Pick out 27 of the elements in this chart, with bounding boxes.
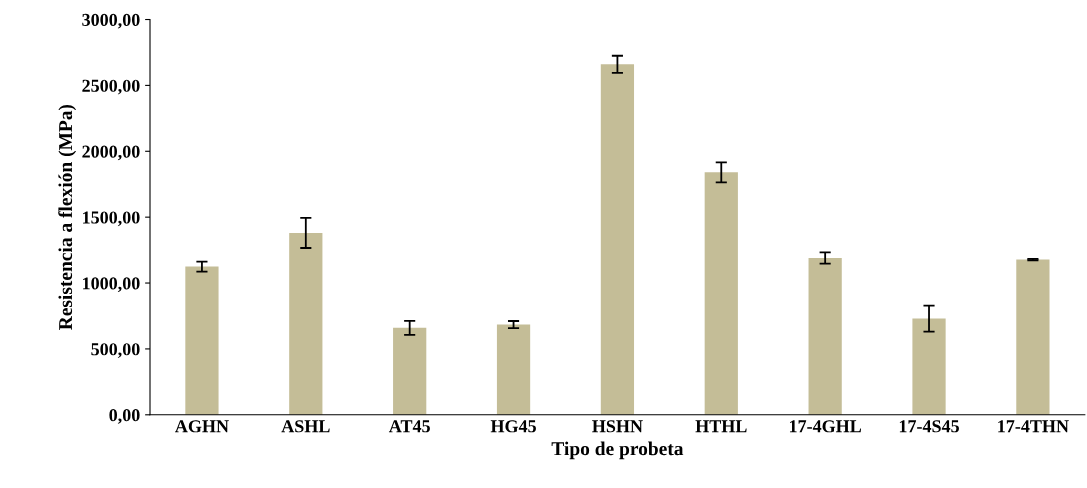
- bar: [393, 327, 427, 415]
- bar: [1016, 259, 1050, 415]
- x-tick-label: 17-4GHL: [789, 420, 862, 433]
- x-tick-label: AT45: [388, 420, 430, 433]
- x-tick-label: HTHL: [695, 420, 747, 433]
- x-tick-label: AGHN: [175, 420, 229, 433]
- y-tick-label: 1000,00: [83, 277, 140, 293]
- y-tick-label: 0,00: [109, 409, 140, 424]
- y-tick-label: 2000,00: [82, 145, 140, 161]
- x-tick-label: HSHN: [592, 420, 643, 433]
- x-tick-label: HG45: [490, 420, 536, 433]
- bar: [289, 232, 323, 415]
- bar: [704, 172, 738, 415]
- bar: [185, 266, 219, 415]
- x-tick-label: 17-4THN: [998, 420, 1069, 433]
- bar: [808, 258, 842, 415]
- bar: [496, 324, 531, 415]
- x-axis-title: Tipo de probeta: [551, 441, 684, 460]
- y-axis-title: Resistencia a flexión (MPa): [58, 104, 77, 330]
- y-tick-label: 500,00: [91, 343, 140, 358]
- y-tick-label: 1500,00: [83, 211, 140, 227]
- y-tick-label: 2500,00: [82, 79, 140, 95]
- bar: [600, 64, 635, 415]
- x-tick-label: 17-4S45: [899, 420, 959, 433]
- bar: [912, 318, 946, 415]
- y-tick-label: 3000,00: [82, 13, 140, 29]
- x-tick-label: ASHL: [281, 420, 330, 433]
